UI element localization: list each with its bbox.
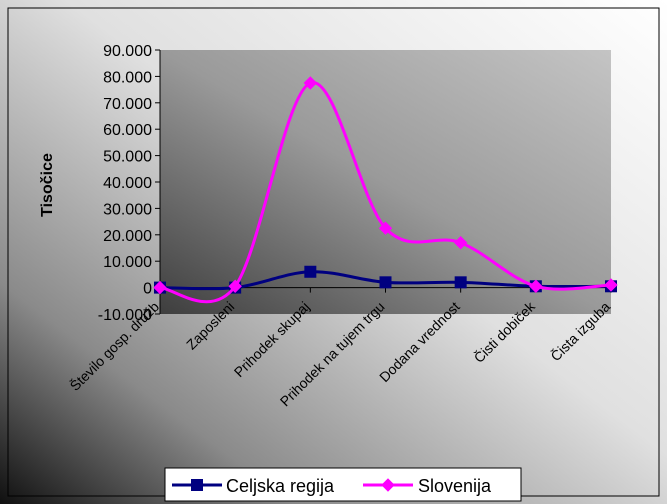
y-tick-label: -10.000 [98,307,152,324]
legend-label-slovenija: Slovenija [418,476,492,496]
data-point-slovenija [153,280,167,295]
data-point-slovenija [303,76,318,90]
y-tick-label: 50.000 [103,149,152,166]
y-tick-label: 0 [143,281,152,298]
legend-marker-celjska-regija [191,479,203,491]
y-axis-label: Tisočice [39,153,56,217]
y-tick-label: 90.000 [103,43,152,60]
y-tick-label: 80.000 [103,69,152,86]
y-tick-label: 20.000 [103,228,152,245]
legend-marker-slovenija [381,478,395,492]
y-tick-label: 40.000 [103,175,152,192]
data-point-slovenija [604,278,618,292]
y-tick-label: 10.000 [103,254,152,271]
y-tick-label: 70.000 [103,96,152,113]
data-point-celjska-regija [304,265,317,278]
plot-area [160,50,611,314]
data-point-slovenija [529,279,543,293]
legend-box [164,467,522,502]
data-point-slovenija [228,279,242,293]
data-point-celjska-regija [454,276,467,289]
y-tick-label: 30.000 [103,201,152,218]
legend-label-celjska-regija: Celjska regija [226,476,335,496]
y-tick-label: 60.000 [103,122,152,139]
data-point-celjska-regija [379,276,392,289]
data-point-slovenija [453,236,468,250]
legend: Celjska regija Slovenija [164,467,522,502]
data-point-slovenija [378,221,393,235]
